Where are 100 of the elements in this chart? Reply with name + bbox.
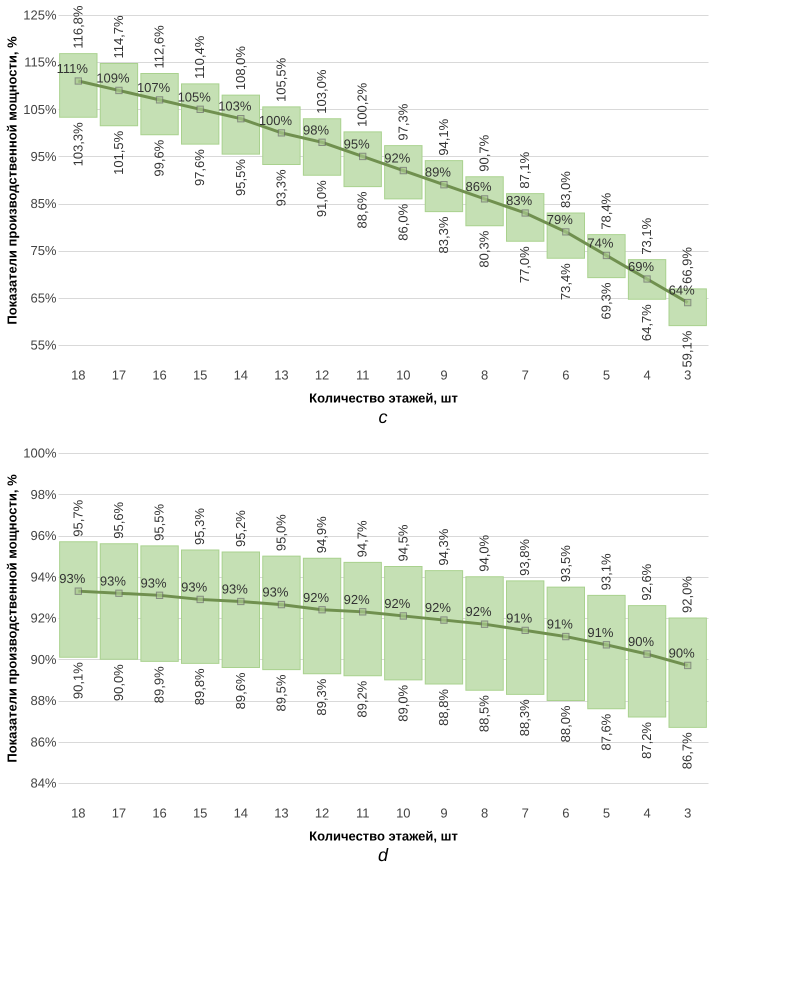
data-label: 93% — [59, 571, 86, 586]
point — [522, 209, 529, 217]
annotation: 89,6% — [232, 672, 248, 710]
x-tick-label: 3 — [684, 806, 692, 820]
bar — [506, 580, 544, 695]
x-tick-label: 13 — [274, 806, 289, 820]
x-tick-label: 18 — [71, 806, 86, 820]
x-tick-label: 15 — [192, 368, 208, 382]
point — [237, 598, 244, 606]
x-axis-title: Количество этажей, шт — [309, 828, 458, 844]
point — [643, 275, 651, 283]
annotation: 108,0% — [232, 46, 248, 90]
y-tick-label: 84% — [30, 776, 57, 790]
annotation: 92,0% — [680, 576, 695, 613]
annotation: 94,1% — [436, 118, 451, 156]
y-tick-label: 96% — [30, 528, 57, 543]
annotation: 92,6% — [639, 563, 654, 601]
x-tick-label: 8 — [480, 368, 488, 382]
annotation: 89,8% — [192, 668, 208, 706]
annotation: 95,0% — [273, 514, 288, 552]
y-tick-label: 105% — [23, 102, 57, 117]
annotation: 116,8% — [70, 5, 86, 49]
point — [562, 228, 570, 236]
data-label: 93% — [262, 584, 289, 600]
point — [156, 592, 164, 599]
annotation: 95,6% — [110, 501, 126, 539]
x-tick-label: 6 — [562, 806, 570, 820]
data-label: 93% — [100, 573, 126, 588]
bar — [262, 556, 301, 670]
annotation: 91,0% — [314, 180, 330, 218]
x-axis-title: Количество этажей, шт — [309, 390, 458, 406]
x-tick-label: 17 — [112, 806, 126, 820]
text: c — [378, 407, 388, 427]
bar — [140, 545, 179, 662]
point — [115, 590, 123, 597]
annotation: 112,6% — [152, 24, 167, 68]
annotation: 86,7% — [680, 732, 695, 770]
point — [562, 632, 570, 640]
data-label: 109% — [96, 70, 130, 86]
y-axis-title: Показатели производственной мощности, % — [4, 36, 20, 325]
x-tick-label: 3 — [684, 368, 692, 382]
data-label: 107% — [136, 80, 171, 95]
annotation: 88,5% — [476, 694, 492, 732]
annotation: 110,4% — [192, 35, 208, 79]
annotation: 93,3% — [273, 169, 288, 206]
x-tick-label: 4 — [643, 806, 651, 820]
bar — [344, 131, 382, 188]
annotation: 95,5% — [232, 158, 248, 196]
x-tick-label: 11 — [356, 368, 370, 382]
annotation: 94,9% — [314, 516, 330, 554]
annotation: 94,3% — [436, 528, 451, 566]
data-label: 93% — [222, 582, 248, 596]
annotation: 114,7% — [110, 14, 126, 59]
data-label: 89% — [424, 164, 452, 180]
annotation: 88,3% — [517, 698, 532, 736]
point — [684, 662, 692, 670]
x-tick-label: 4 — [643, 368, 651, 382]
annotation: 87,6% — [598, 713, 614, 751]
annotation: 88,8% — [436, 688, 451, 726]
annotation: 103,3% — [70, 122, 86, 166]
bar — [424, 570, 464, 684]
x-tick-label: 5 — [602, 806, 610, 820]
y-tick-label: 90% — [30, 652, 57, 667]
point — [318, 138, 326, 146]
annotation: 69,3% — [598, 282, 614, 320]
y-tick-label: 92% — [30, 610, 57, 626]
y-axis-title: Показатели производственной мощности, % — [4, 474, 20, 763]
annotation: 86,0% — [395, 203, 410, 241]
x-tick-label: 6 — [562, 368, 570, 382]
bar — [506, 193, 544, 242]
point — [196, 106, 204, 113]
annotation: 78,4% — [598, 192, 614, 230]
y-tick-label: 55% — [30, 338, 57, 352]
point — [278, 600, 286, 608]
point — [400, 166, 407, 174]
annotation: 88,0% — [558, 705, 573, 742]
point — [400, 612, 407, 620]
x-tick-label: 16 — [152, 806, 167, 820]
point — [602, 641, 610, 648]
point — [318, 606, 326, 614]
y-tick-label: 125% — [23, 8, 57, 22]
x-tick-label: 16 — [152, 368, 167, 382]
x-tick-label: 10 — [396, 806, 411, 820]
annotation: 94,5% — [395, 524, 410, 562]
x-tick-label: 15 — [192, 806, 208, 820]
x-tick-label: 9 — [440, 806, 448, 820]
annotation: 97,6% — [192, 148, 208, 186]
data-label: 93% — [181, 579, 208, 594]
data-label: 92% — [466, 604, 492, 620]
point — [115, 86, 123, 94]
point — [643, 650, 651, 658]
bar — [668, 618, 707, 728]
annotation: 95,7% — [70, 499, 86, 537]
data-label: 91% — [587, 624, 614, 640]
data-label: 83% — [506, 193, 533, 208]
bar — [181, 549, 220, 664]
data-label: 92% — [424, 600, 452, 616]
annotation: 95,2% — [232, 510, 248, 547]
bar — [628, 605, 666, 718]
point — [522, 626, 529, 634]
